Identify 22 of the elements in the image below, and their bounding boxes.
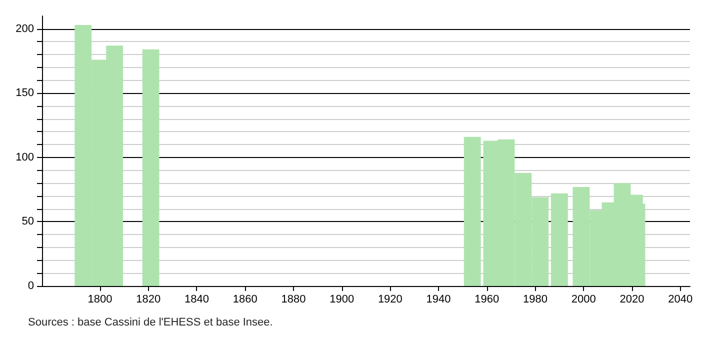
- bar: [142, 49, 160, 286]
- y-tick-label: 200: [16, 22, 34, 35]
- x-tick-label: 1840: [184, 294, 209, 306]
- x-tick-label: 1900: [330, 294, 354, 306]
- y-tick-label: 150: [16, 87, 34, 100]
- x-tick-label: 1860: [232, 294, 258, 306]
- x-tick-label: 1880: [281, 294, 306, 306]
- x-tick-label: 1960: [474, 294, 500, 306]
- y-tick-label: 0: [28, 280, 34, 292]
- x-tick-label: 1940: [426, 294, 451, 306]
- y-tick-label: 100: [16, 151, 34, 164]
- x-tick-label: 2020: [620, 294, 644, 306]
- y-tick-label: 50: [22, 216, 34, 228]
- bar: [550, 193, 568, 286]
- x-tick-label: 1920: [378, 294, 402, 306]
- source-note: Sources : base Cassini de l'EHESS et base Insee.: [28, 316, 273, 328]
- x-tick-label: 1820: [136, 294, 161, 306]
- x-tick-label: 2040: [668, 294, 693, 306]
- bar: [464, 136, 481, 286]
- x-tick-label: 1800: [88, 294, 112, 306]
- x-tick-label: 2000: [571, 294, 596, 306]
- x-tick-label: 1980: [523, 294, 548, 306]
